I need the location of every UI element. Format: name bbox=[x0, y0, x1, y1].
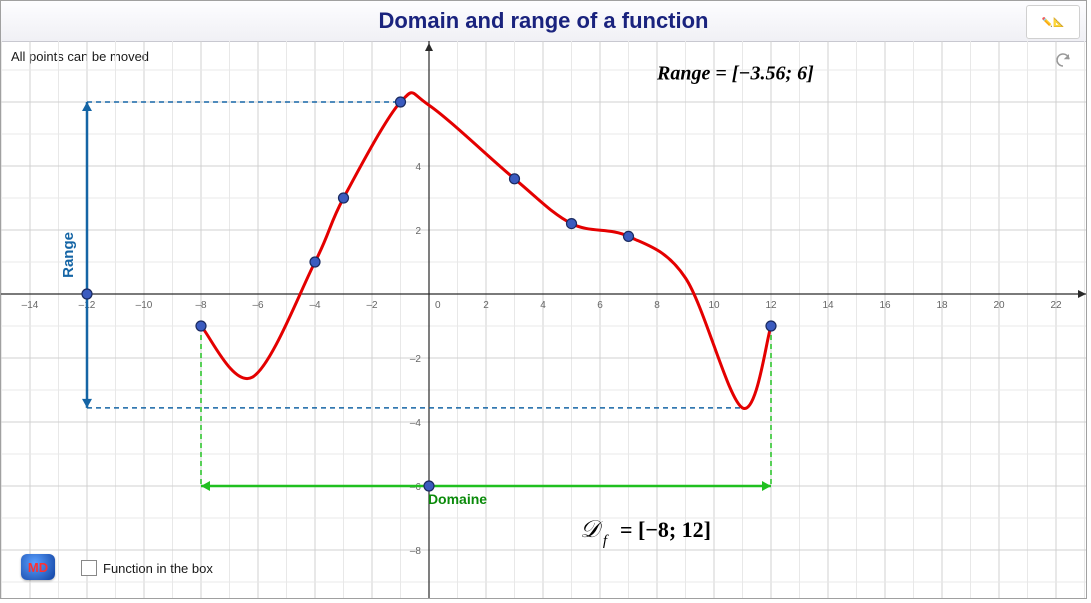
svg-text:–8: –8 bbox=[410, 546, 422, 557]
svg-text:–6: –6 bbox=[252, 300, 264, 311]
svg-text:–14: –14 bbox=[22, 300, 39, 311]
svg-text:4: 4 bbox=[540, 300, 546, 311]
svg-text:–4: –4 bbox=[410, 418, 422, 429]
svg-text:–6: –6 bbox=[410, 482, 422, 493]
checkbox-label: Function in the box bbox=[103, 561, 213, 576]
svg-text:–2: –2 bbox=[366, 300, 378, 311]
range-axis-point[interactable] bbox=[82, 289, 92, 299]
svg-text:4: 4 bbox=[415, 162, 421, 173]
control-point[interactable] bbox=[339, 193, 349, 203]
control-point[interactable] bbox=[766, 321, 776, 331]
range-axis-label: Range bbox=[60, 232, 77, 278]
control-point[interactable] bbox=[396, 97, 406, 107]
control-point[interactable] bbox=[567, 219, 577, 229]
svg-text:0: 0 bbox=[435, 300, 441, 311]
svg-text:14: 14 bbox=[822, 300, 834, 311]
control-point[interactable] bbox=[510, 174, 520, 184]
svg-text:–4: –4 bbox=[309, 300, 321, 311]
svg-text:2: 2 bbox=[415, 226, 421, 237]
title-bar: Domain and range of a function ✏️📐 bbox=[1, 1, 1086, 42]
app-frame: Domain and range of a function ✏️📐 All p… bbox=[0, 0, 1087, 599]
control-point[interactable] bbox=[310, 257, 320, 267]
svg-text:20: 20 bbox=[993, 300, 1005, 311]
svg-text:10: 10 bbox=[708, 300, 720, 311]
page-title: Domain and range of a function bbox=[378, 8, 708, 34]
svg-text:–10: –10 bbox=[136, 300, 153, 311]
svg-text:2: 2 bbox=[483, 300, 489, 311]
svg-text:16: 16 bbox=[879, 300, 891, 311]
function-in-box-checkbox[interactable] bbox=[81, 560, 97, 576]
plot-svg[interactable]: –14–12–10–8–6–4–20246810121416182022–8–6… bbox=[1, 41, 1086, 598]
checkbox-row[interactable]: Function in the box bbox=[81, 560, 213, 576]
svg-text:= [−8; 12]: = [−8; 12] bbox=[620, 517, 711, 542]
svg-text:–2: –2 bbox=[410, 354, 422, 365]
control-point[interactable] bbox=[624, 231, 634, 241]
svg-text:18: 18 bbox=[936, 300, 948, 311]
svg-text:12: 12 bbox=[765, 300, 777, 311]
svg-text:6: 6 bbox=[597, 300, 603, 311]
domain-axis-point[interactable] bbox=[424, 481, 434, 491]
author-badge: MD bbox=[21, 554, 55, 580]
domain-axis-label: Domaine bbox=[428, 491, 487, 507]
plot-area[interactable]: –14–12–10–8–6–4–20246810121416182022–8–6… bbox=[1, 41, 1086, 598]
range-formula: Range = [−3.56; 6] bbox=[656, 63, 814, 85]
control-point[interactable] bbox=[196, 321, 206, 331]
svg-text:8: 8 bbox=[654, 300, 660, 311]
svg-text:22: 22 bbox=[1050, 300, 1062, 311]
svg-text:f: f bbox=[603, 533, 609, 549]
svg-text:–8: –8 bbox=[195, 300, 207, 311]
app-logo-icon: ✏️📐 bbox=[1026, 5, 1080, 39]
